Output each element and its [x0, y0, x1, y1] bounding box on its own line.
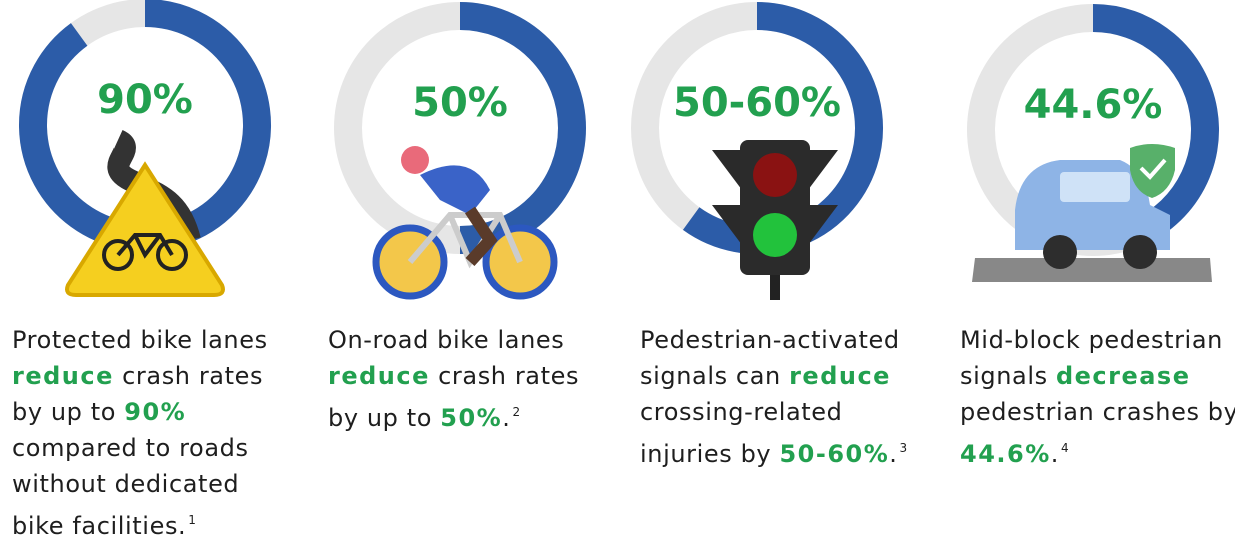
text-line: compared to roads: [12, 430, 268, 466]
highlight: reduce: [328, 362, 430, 390]
stat-value: 90%: [97, 77, 193, 123]
text-line: pedestrian crashes by: [960, 394, 1235, 430]
text-line: reduce crash rates: [12, 358, 268, 394]
footnote: 3: [900, 441, 908, 455]
description: Pedestrian-activated signals can reduce cr…: [640, 322, 908, 472]
text-line: by up to 90%: [12, 394, 268, 430]
text-run: On-road bike lanes: [328, 326, 564, 354]
text-run: compared to roads: [12, 434, 249, 462]
text-line: without dedicated: [12, 466, 268, 502]
highlight: decrease: [1056, 362, 1191, 390]
text-line: bike facilities.1: [12, 502, 268, 544]
text-run: by up to: [12, 398, 124, 426]
text-run: Protected bike lanes: [12, 326, 268, 354]
text-run: crossing-related: [640, 398, 843, 426]
text-run: signals: [960, 362, 1056, 390]
text-line: signals decrease: [960, 358, 1235, 394]
text-run: pedestrian crashes by: [960, 398, 1235, 426]
text-line: by up to 50%.2: [328, 394, 579, 436]
text-run: by up to: [328, 404, 440, 432]
text-line: 44.6%.4: [960, 430, 1235, 472]
stat-value: 44.6%: [1024, 82, 1163, 128]
text-run: .: [889, 440, 897, 468]
traffic-light-icon: [712, 140, 838, 300]
text-run: .: [502, 404, 510, 432]
footnote: 1: [188, 513, 196, 527]
text-line: crossing-related: [640, 394, 908, 430]
stat-value: 50-60%: [673, 80, 841, 126]
footnote: 4: [1061, 441, 1069, 455]
text-run: crash rates: [114, 362, 263, 390]
highlight: 50-60%: [779, 440, 889, 468]
graphics: 90% 50% 50-60% 44.6%: [0, 0, 1235, 320]
text-run: .: [1051, 440, 1059, 468]
footnote: 2: [512, 405, 520, 419]
highlight: 50%: [440, 404, 502, 432]
description: Mid-block pedestrian signals decrease pede…: [960, 322, 1235, 472]
highlight: 90%: [124, 398, 186, 426]
text-run: Pedestrian-activated: [640, 326, 900, 354]
highlight: reduce: [12, 362, 114, 390]
text-line: reduce crash rates: [328, 358, 579, 394]
text-run: without dedicated: [12, 470, 239, 498]
infographic: 90% 50% 50-60% 44.6% Protected bike lanes re…: [0, 0, 1235, 534]
text-line: signals can reduce: [640, 358, 908, 394]
highlight: reduce: [789, 362, 891, 390]
text-line: Pedestrian-activated: [640, 322, 908, 358]
text-run: bike facilities.: [12, 512, 186, 540]
text-run: crash rates: [430, 362, 579, 390]
text-line: injuries by 50-60%.3: [640, 430, 908, 472]
text-line: Protected bike lanes: [12, 322, 268, 358]
text-run: injuries by: [640, 440, 779, 468]
text-line: On-road bike lanes: [328, 322, 579, 358]
highlight: 44.6%: [960, 440, 1051, 468]
stat-value: 50%: [412, 80, 508, 126]
text-line: Mid-block pedestrian: [960, 322, 1235, 358]
text-run: signals can: [640, 362, 789, 390]
text-run: Mid-block pedestrian: [960, 326, 1223, 354]
